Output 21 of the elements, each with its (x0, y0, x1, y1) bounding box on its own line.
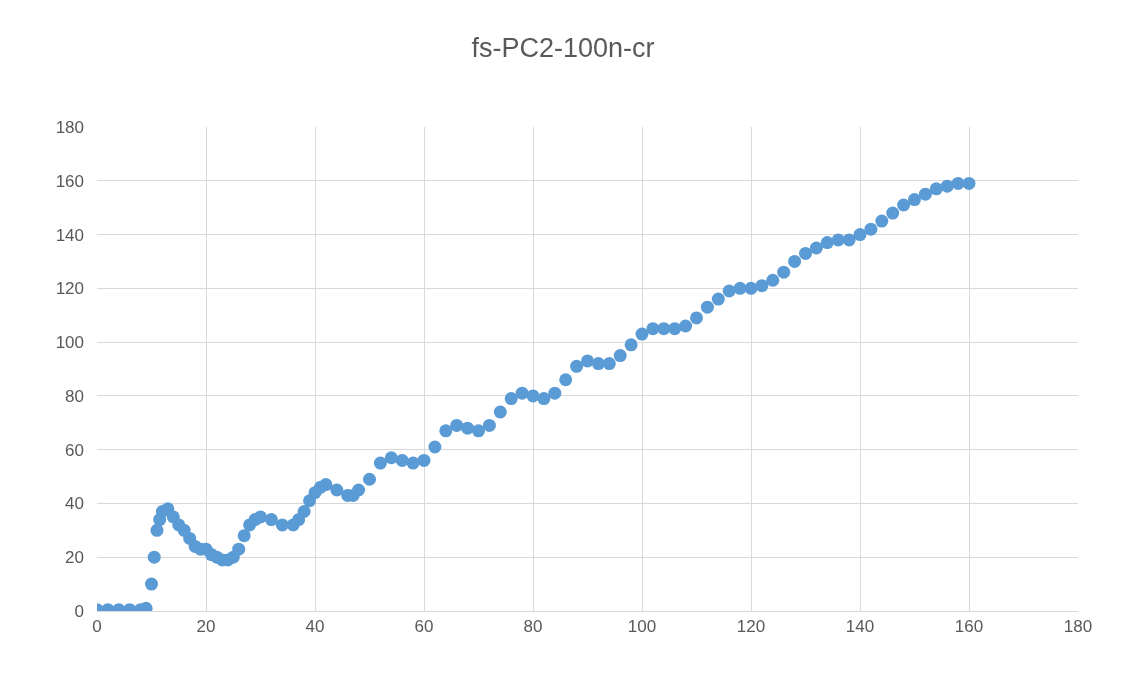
y-tick-label: 0 (74, 601, 84, 621)
x-tick-label: 140 (845, 617, 875, 637)
y-tick-label: 160 (55, 171, 84, 191)
x-tick-label: 120 (736, 617, 766, 637)
x-tick-label: 60 (414, 617, 434, 637)
y-tick-label: 180 (55, 117, 84, 137)
y-tick-label: 80 (65, 386, 84, 406)
x-tick-label: 40 (305, 617, 325, 637)
x-tick-label: 20 (196, 617, 216, 637)
y-tick-label: 40 (65, 494, 84, 514)
y-tick-label: 100 (55, 333, 84, 353)
x-tick-label: 160 (954, 617, 984, 637)
y-tick-label: 140 (55, 225, 84, 245)
x-tick-label: 180 (1063, 617, 1093, 637)
chart-title: fs-PC2-100n-cr (471, 32, 655, 63)
x-tick-label: 100 (627, 617, 657, 637)
x-tick-label: 80 (523, 617, 543, 637)
y-tick-label: 60 (65, 440, 84, 460)
y-tick-label: 20 (65, 548, 84, 568)
y-tick-label: 120 (55, 279, 84, 299)
x-tick-label: 0 (92, 617, 102, 637)
